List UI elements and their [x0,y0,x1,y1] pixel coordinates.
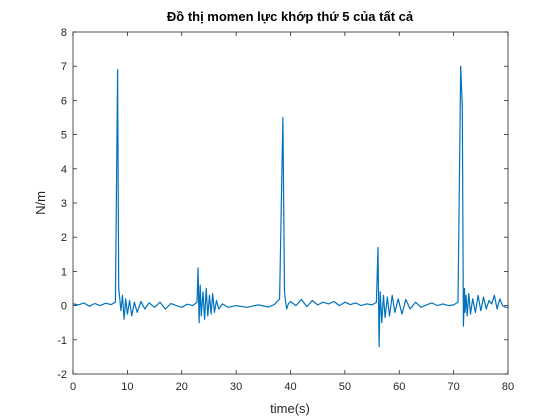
x-axis-label: time(s) [270,401,310,416]
y-tick-label: 6 [61,95,67,107]
y-tick-label: 4 [61,164,67,176]
y-tick-label: 5 [61,130,67,142]
x-tick-label: 10 [121,381,133,393]
y-tick-label: 0 [61,301,67,313]
x-tick-label: 40 [284,381,296,393]
y-tick-label: -2 [57,369,67,381]
x-tick-label: 20 [176,381,188,393]
x-tick-label: 70 [448,381,460,393]
x-tick-label: 60 [393,381,405,393]
x-tick-label: 0 [70,381,76,393]
y-tick-label: 2 [61,232,67,244]
y-tick-label: 3 [61,198,67,210]
plot-area [73,32,508,374]
y-tick-label: 8 [61,27,67,39]
y-tick-label: -1 [57,335,67,347]
y-tick-label: 1 [61,266,67,278]
y-axis-label: N/m [33,191,48,215]
x-tick-label: 30 [230,381,242,393]
x-tick-label: 80 [502,381,514,393]
chart-title: Đồ thị momen lực khớp thứ 5 của tất cả [167,9,414,24]
y-tick-label: 7 [61,61,67,73]
x-tick-label: 50 [339,381,351,393]
